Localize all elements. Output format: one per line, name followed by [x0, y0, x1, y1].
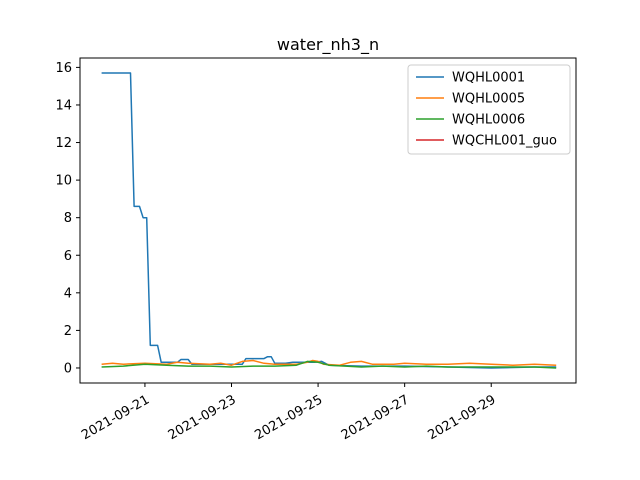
- y-tick-label: 2: [64, 324, 72, 339]
- legend-label-0: WQHL0001: [452, 71, 525, 86]
- legend: WQHL0001 WQHL0005 WQHL0006 WQCHL001_guo: [407, 64, 571, 155]
- legend-label-3: WQCHL001_guo: [452, 134, 557, 149]
- series-layer: [101, 72, 557, 369]
- y-tick-label: 0: [64, 361, 72, 376]
- y-tick-label: 10: [55, 174, 72, 189]
- y-tick-label: 6: [64, 249, 72, 264]
- y-tick-label: 16: [55, 61, 72, 76]
- legend-label-2: WQHL0006: [452, 113, 525, 128]
- y-tick-label: 14: [55, 98, 72, 113]
- y-tick-label: 8: [64, 211, 72, 226]
- y-tick-label: 12: [55, 136, 72, 151]
- legend-box: [407, 64, 571, 155]
- y-tick-label: 4: [64, 286, 72, 301]
- y-axis: 0 2 4 6 8 10 12 14 16: [55, 61, 80, 376]
- legend-label-1: WQHL0005: [452, 92, 525, 107]
- plot-frame: [79, 57, 577, 384]
- series-line-2: [101, 360, 557, 369]
- chart-title: water_nh3_n: [277, 35, 379, 55]
